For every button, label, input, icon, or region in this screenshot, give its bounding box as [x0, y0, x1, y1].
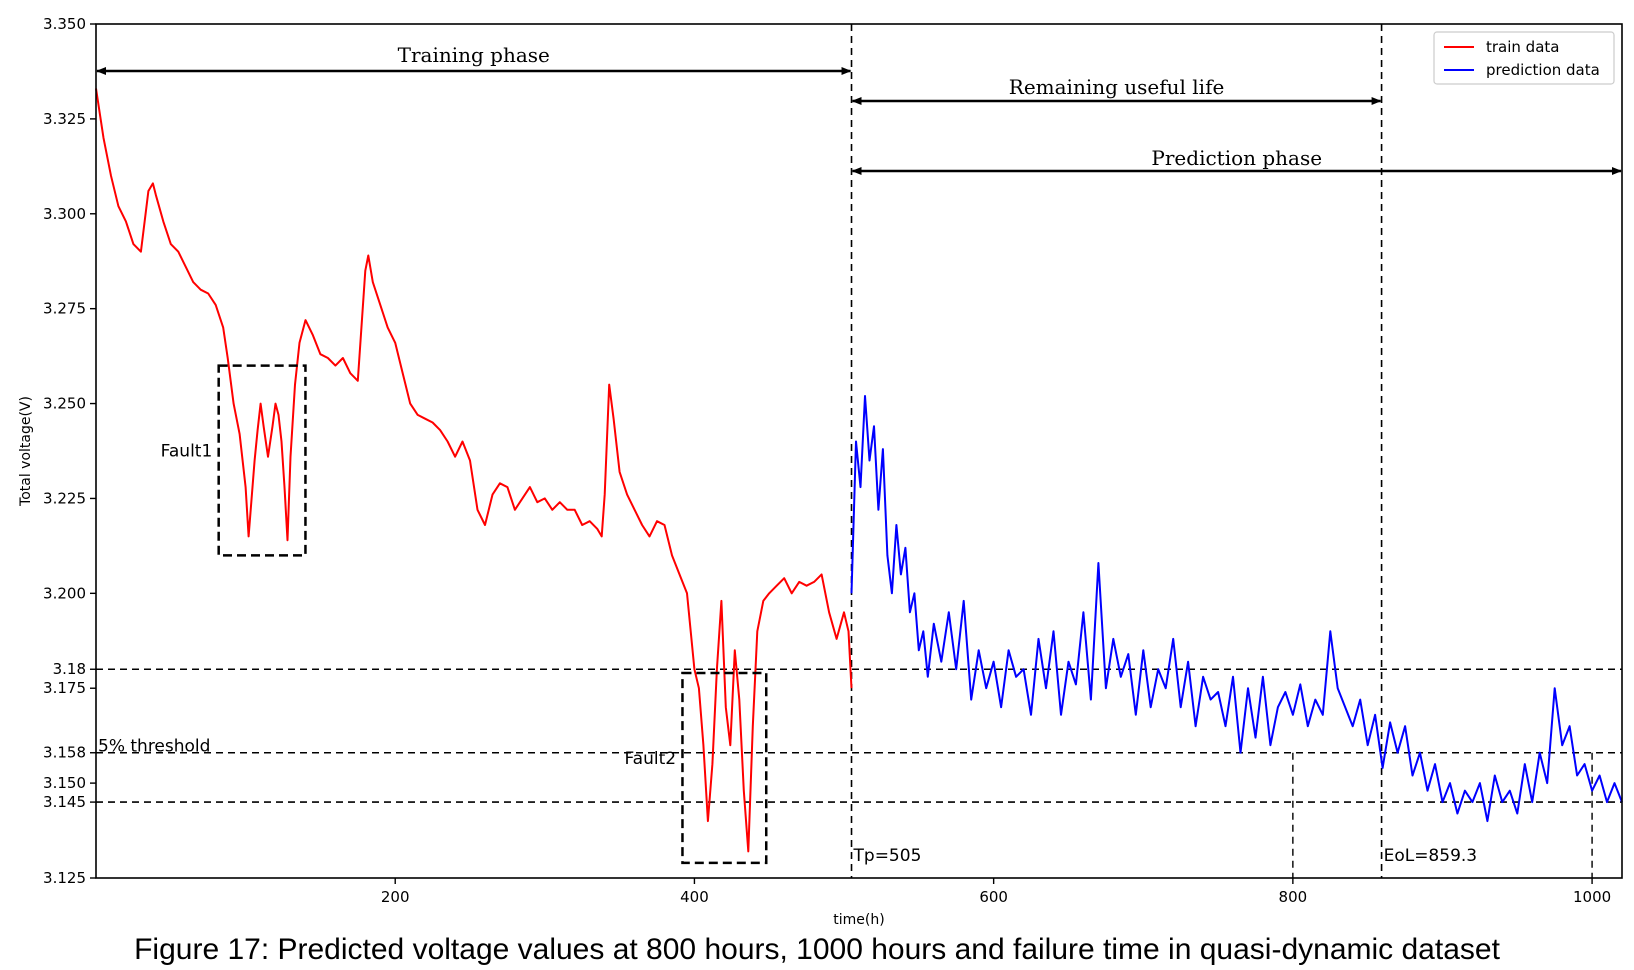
legend-entry: train data	[1486, 38, 1559, 56]
series-line-train-data	[95, 88, 853, 853]
y-tick-label: 3.225	[43, 489, 86, 507]
series-layer	[95, 88, 1623, 853]
tp-label: Tp=505	[853, 846, 922, 866]
y-tick-label: 3.18	[53, 660, 86, 678]
y-tick-label: 3.350	[43, 15, 86, 33]
y-axis-title: Total voltage(V)	[18, 396, 34, 507]
reference-lines	[96, 24, 1622, 878]
remaining-useful-life-label: Remaining useful life	[1009, 75, 1225, 99]
fault2-label: Fault2	[624, 749, 676, 769]
y-tick-label: 3.325	[43, 110, 86, 128]
legend-entry: prediction data	[1486, 61, 1600, 79]
x-tick-label: 400	[680, 888, 709, 906]
annotation-layer: Fault1 Fault2 Training phase Remaining usef…	[96, 43, 1622, 866]
y-tick-label: 3.175	[43, 679, 86, 697]
y-tick-label: 3.275	[43, 300, 86, 318]
fault1-label: Fault1	[161, 442, 213, 462]
y-tick-label: 3.158	[43, 744, 86, 762]
y-tick-label: 3.300	[43, 205, 86, 223]
prediction-phase-label: Prediction phase	[1151, 146, 1322, 170]
y-tick-label: 3.250	[43, 395, 86, 413]
plot-frame	[95, 23, 1623, 879]
y-tick-label: 3.200	[43, 584, 86, 602]
x-tick-label: 200	[381, 888, 410, 906]
y-tick-label: 3.125	[43, 869, 86, 887]
legend: train data prediction data	[1433, 31, 1615, 85]
figure-caption: Figure 17: Predicted voltage values at 8…	[134, 933, 1500, 966]
y-tick-label: 3.150	[43, 774, 86, 792]
x-tick-label: 800	[1279, 888, 1308, 906]
voltage-chart: Fault1 Fault2 Training phase Remaining usef…	[18, 15, 1623, 928]
x-tick-label: 600	[979, 888, 1008, 906]
fault2-box	[681, 671, 768, 865]
threshold-label: 5% threshold	[98, 737, 210, 757]
legend-box	[1433, 31, 1615, 85]
eol-label: EoL=859.3	[1384, 846, 1478, 866]
y-tick-label: 3.145	[43, 793, 86, 811]
training-phase-label: Training phase	[398, 43, 550, 67]
x-tick-label: 1000	[1573, 888, 1611, 906]
series-line-prediction-data	[850, 395, 1623, 823]
fault1-box	[217, 364, 307, 557]
x-axis-title: time(h)	[833, 912, 884, 928]
